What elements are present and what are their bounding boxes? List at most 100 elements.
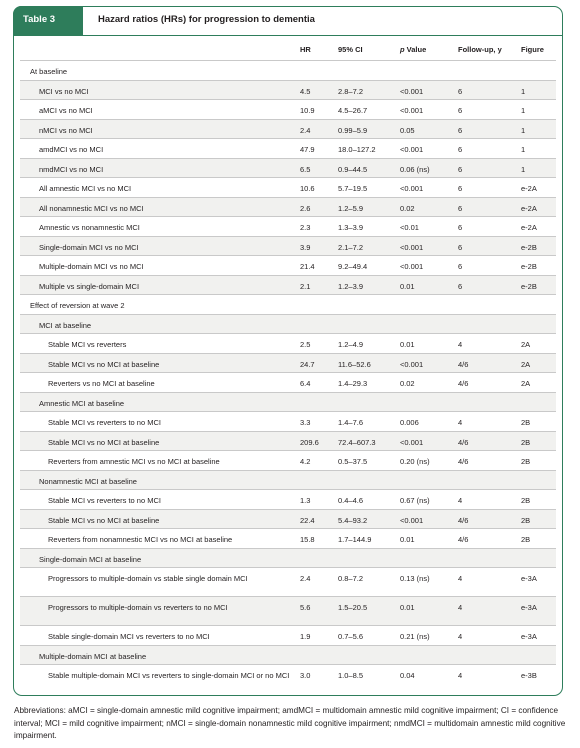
followup-cell: 4 [458,496,463,505]
row-label: Single-domain MCI vs no MCI [39,242,139,252]
ci-cell: 9.2–49.4 [338,262,368,271]
p-value-cell: <0.001 [400,437,424,447]
hr-cell: 21.4 [300,262,315,271]
p-value-cell: 0.01 [400,340,415,349]
figure-cell: 2B [521,515,531,525]
figure-cell: 2B [521,437,531,447]
ci-cell: 2.1–7.2 [338,242,364,252]
row-label: Stable multiple-domain MCI vs reverters … [48,671,290,680]
p-value-cell: 0.006 [400,418,419,427]
hr-cell: 2.4 [300,574,311,583]
followup-cell: 6 [458,223,463,232]
hr-cell: 47.9 [300,145,315,154]
ci-cell: 18.0–127.2 [338,145,376,154]
row-label: Reverters from amnestic MCI vs no MCI at… [48,457,220,466]
hr-cell: 1.3 [300,496,311,505]
ci-cell: 11.6–52.6 [338,359,371,369]
p-value-cell: 0.02 [400,203,415,213]
hr-cell: 2.3 [300,223,311,232]
ci-cell: 1.2–4.9 [338,340,364,349]
followup-cell: 6 [458,164,463,174]
p-value-cell: <0.001 [400,262,424,271]
followup-cell: 4 [458,632,463,641]
figure-cell: 2A [521,340,531,349]
figure-cell: 1 [521,125,526,135]
figure-cell: 2B [521,457,531,466]
ci-cell: 0.8–7.2 [338,574,364,583]
column-header-figure: Figure [521,45,544,54]
row-label: nmdMCI vs no MCI [39,164,104,174]
figure-cell: 2B [521,496,531,505]
followup-cell: 6 [458,262,463,271]
table-row: amdMCI vs no MCI 47.9 18.0–127.2 <0.001 6 1 [20,138,556,158]
table-row: All amnestic MCI vs no MCI 10.6 5.7–19.5 <0… [20,177,556,197]
hr-cell: 6.4 [300,379,311,388]
row-label: Stable MCI vs no MCI at baseline [48,359,160,369]
header-rule [13,35,563,36]
p-value-cell: 0.05 [400,125,415,135]
table-row: Progressors to multiple-domain vs revert… [20,596,556,625]
followup-cell: 4 [458,418,463,427]
figure-cell: e-2A [521,184,537,193]
column-header-hr: HR [300,45,311,54]
table-frame [13,6,563,696]
followup-cell: 6 [458,106,463,115]
row-label: MCI vs no MCI [39,86,89,96]
figure-cell: e-3B [521,671,537,680]
p-value-cell: 0.01 [400,603,415,612]
hr-cell: 2.1 [300,281,311,291]
row-label: Stable MCI vs no MCI at baseline [48,437,160,447]
p-value-cell: 0.06 (ns) [400,164,430,174]
followup-cell: 4/6 [458,535,469,544]
table-row: Single-domain MCI vs no MCI 3.9 2.1–7.2 <0.… [20,235,556,255]
table-row: All nonamnestic MCI vs no MCI 2.6 1.2–5.9 0… [20,196,556,216]
table-row: Stable multiple-domain MCI vs reverters … [20,664,556,693]
section-header-row: Multiple-domain MCI at baseline [20,644,556,664]
table-row: Stable MCI vs no MCI at baseline 24.7 11.6… [20,352,556,372]
followup-cell: 6 [458,125,463,135]
hr-cell: 15.8 [300,535,315,544]
section-header-row: MCI at baseline [20,313,556,333]
ci-cell: 2.8–7.2 [338,86,364,96]
table-row: aMCI vs no MCI 10.9 4.5–26.7 <0.001 6 1 [20,99,556,119]
row-label: All nonamnestic MCI vs no MCI [39,203,144,213]
table-tag: Table 3 [13,6,83,36]
hr-cell: 3.0 [300,671,311,680]
table-row: Reverters vs no MCI at baseline 6.4 1.4–29… [20,372,556,392]
p-italic: p [400,45,405,54]
followup-cell: 6 [458,145,463,154]
p-value-cell: <0.01 [400,223,419,232]
followup-cell: 4 [458,671,463,680]
table-row: Stable MCI vs no MCI at baseline 22.4 5.4–… [20,508,556,528]
figure-cell: 1 [521,145,526,154]
figure-cell: e-3A [521,632,537,641]
ci-cell: 1.4–29.3 [338,379,368,388]
row-label: Multiple-domain MCI at baseline [39,651,147,661]
p-rest: Value [404,45,427,54]
ci-cell: 5.7–19.5 [338,184,368,193]
hr-cell: 209.6 [300,437,319,447]
ci-cell: 1.7–144.9 [338,535,372,544]
row-label: Progressors to multiple-domain vs revert… [48,603,228,612]
p-value-cell: <0.001 [400,242,424,252]
ci-cell: 1.4–7.6 [338,418,364,427]
ci-cell: 1.0–8.5 [338,671,364,680]
table-row: Reverters from amnestic MCI vs no MCI at… [20,450,556,470]
row-label: Stable MCI vs no MCI at baseline [48,515,160,525]
row-label: Stable single-domain MCI vs reverters to… [48,632,210,641]
followup-cell: 4 [458,603,463,612]
row-label: Multiple vs single-domain MCI [39,281,140,291]
hazard-ratio-table: At baseline MCI vs no MCI 4.5 2.8–7.2 <0.001… [20,60,556,693]
p-value-cell: 0.01 [400,281,415,291]
p-value-cell: 0.21 (ns) [400,632,430,641]
followup-cell: 4 [458,340,463,349]
figure-cell: e-2A [521,203,537,213]
p-value-cell: <0.001 [400,106,424,115]
hr-cell: 10.6 [300,184,315,193]
column-header-followup: Follow-up, y [458,45,502,54]
table-title: Hazard ratios (HRs) for progression to d… [98,14,315,25]
table-row: Stable MCI vs reverters 2.5 1.2–4.9 0.01 4 2A [20,333,556,353]
followup-cell: 4/6 [458,359,469,369]
hr-cell: 2.6 [300,203,311,213]
followup-cell: 6 [458,203,463,213]
